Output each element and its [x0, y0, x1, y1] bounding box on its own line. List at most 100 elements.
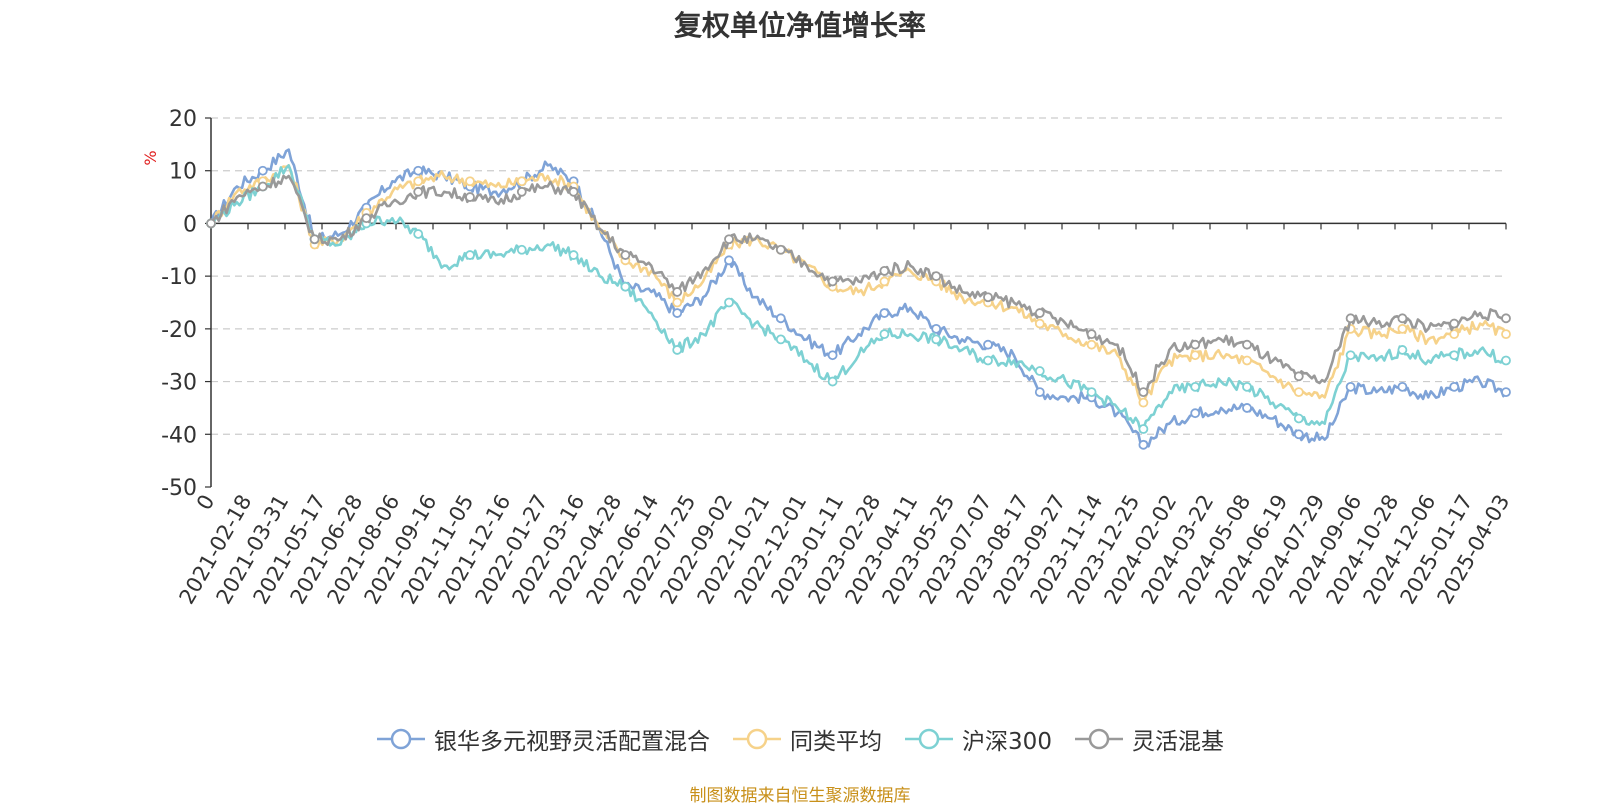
series-marker: [1138, 439, 1149, 450]
legend-item[interactable]: 同类平均: [732, 722, 882, 756]
series-line: [210, 164, 1508, 405]
y-tick-label: -20: [161, 318, 197, 343]
series-marker: [1397, 381, 1408, 392]
series-marker: [257, 181, 268, 192]
series-marker: [1397, 313, 1408, 324]
series-marker: [1190, 339, 1201, 350]
legend-label: 银华多元视野灵活配置混合: [434, 729, 711, 755]
series-marker: [1449, 329, 1460, 340]
series-marker: [1397, 345, 1408, 355]
series-marker: [827, 276, 838, 287]
series-marker: [879, 276, 890, 287]
series-marker: [413, 186, 424, 197]
series-marker: [672, 297, 683, 308]
series-marker: [1345, 313, 1356, 324]
series-marker: [257, 165, 268, 176]
series-marker: [568, 186, 579, 197]
series-marker: [724, 297, 734, 308]
series-marker: [516, 186, 527, 197]
series-marker: [931, 334, 942, 345]
series-marker: [1034, 387, 1045, 398]
series-marker: [1293, 387, 1304, 398]
series-marker: [413, 176, 424, 187]
series-marker: [413, 229, 424, 239]
series-marker: [775, 244, 786, 255]
series-marker: [620, 250, 631, 260]
y-tick-label: -10: [161, 265, 197, 290]
series-marker: [983, 339, 993, 350]
series-marker: [1242, 403, 1252, 413]
series-marker: [1086, 339, 1097, 350]
legend-line-circle-icon: [377, 728, 426, 750]
series-marker: [206, 218, 216, 229]
series-marker: [1242, 339, 1252, 350]
series-lines: [206, 148, 1511, 450]
legend: 银华多元视野灵活配置混合 同类平均 沪深300 灵活混基: [0, 722, 1600, 756]
y-axis-label: %: [141, 150, 160, 165]
y-tick-label: 20: [169, 107, 197, 132]
series-marker: [724, 234, 734, 245]
series-line: [209, 174, 1507, 395]
legend-label: 沪深300: [962, 729, 1052, 755]
y-tick-label: 10: [169, 160, 197, 185]
series-marker: [879, 265, 890, 276]
series-marker: [465, 176, 475, 187]
series-marker: [568, 250, 579, 260]
series-marker: [1086, 387, 1097, 398]
series-marker: [1190, 408, 1201, 419]
grid-lines: [211, 117, 1506, 435]
series-marker: [309, 234, 320, 245]
legend-item[interactable]: 沪深300: [904, 722, 1052, 756]
series-marker: [1190, 381, 1201, 392]
series-marker: [413, 165, 424, 176]
series-marker: [983, 355, 993, 366]
series-marker: [1242, 381, 1252, 392]
series-marker: [1449, 381, 1460, 392]
legend-line-circle-icon: [733, 728, 782, 750]
series-marker: [1242, 355, 1252, 366]
series-marker: [931, 271, 942, 282]
series-marker: [1293, 429, 1304, 440]
series-line: [209, 148, 1508, 448]
series-marker: [672, 345, 683, 355]
series-marker: [1397, 323, 1408, 334]
series-marker: [1501, 329, 1511, 340]
series-marker: [1501, 355, 1511, 366]
series-marker: [1293, 371, 1304, 382]
series-marker: [724, 255, 734, 266]
series-marker: [1138, 397, 1149, 408]
series-marker: [1034, 318, 1045, 329]
series-marker: [1501, 387, 1511, 398]
series-marker: [1034, 308, 1045, 318]
series-marker: [983, 292, 993, 303]
series-marker: [1086, 329, 1097, 340]
series-marker: [1293, 413, 1304, 424]
series-marker: [465, 250, 475, 260]
series-marker: [1449, 318, 1460, 329]
series-marker: [775, 313, 786, 324]
series-marker: [1345, 350, 1356, 361]
series-marker: [620, 281, 631, 292]
y-tick-label: 0: [183, 212, 197, 237]
series-marker: [1345, 381, 1356, 392]
series-marker: [1449, 350, 1460, 361]
series-marker: [775, 334, 786, 345]
series-marker: [1190, 350, 1201, 361]
y-tick-label: -50: [161, 476, 197, 501]
series-marker: [1138, 424, 1149, 434]
series-marker: [1034, 366, 1045, 376]
source-note: 制图数据来自恒生聚源数据库: [689, 786, 911, 806]
series-marker: [516, 176, 527, 187]
y-axis-label-group: %: [141, 150, 160, 165]
series-line: [210, 164, 1507, 433]
legend-item[interactable]: 银华多元视野灵活配置混合: [376, 722, 710, 756]
series-marker: [1501, 313, 1511, 324]
series-marker: [672, 287, 683, 297]
series-marker: [672, 308, 683, 318]
legend-item[interactable]: 灵活混基: [1074, 722, 1224, 756]
y-tick-label: -40: [161, 423, 197, 448]
series-marker: [827, 376, 838, 387]
legend-label: 灵活混基: [1131, 729, 1224, 755]
chart-title: 复权单位净值增长率: [673, 9, 926, 42]
